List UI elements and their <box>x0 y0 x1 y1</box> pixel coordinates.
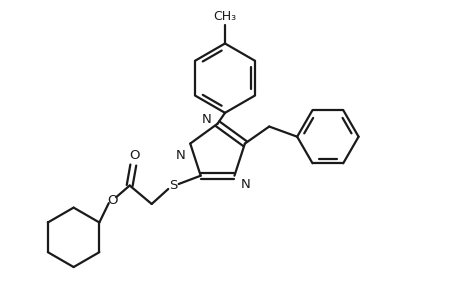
Text: N: N <box>176 148 185 162</box>
Text: N: N <box>241 178 251 191</box>
Text: O: O <box>107 194 117 207</box>
Text: N: N <box>202 113 211 126</box>
Text: CH₃: CH₃ <box>213 10 237 23</box>
Text: S: S <box>170 179 178 192</box>
Text: O: O <box>129 149 140 162</box>
